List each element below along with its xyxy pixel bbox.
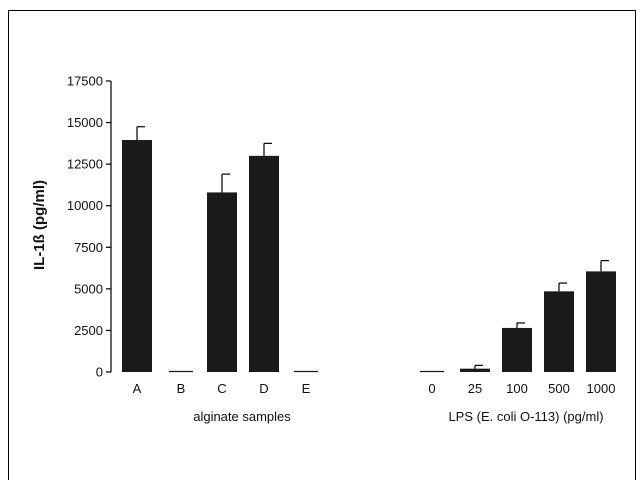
group-label: LPS (E. coli O-113) (pg/ml) bbox=[448, 409, 603, 424]
bar bbox=[122, 140, 152, 372]
y-axis: 0 2500 5000 7500 10000 12500 15000 17500 bbox=[67, 74, 112, 380]
x-tick-label: D bbox=[259, 381, 268, 396]
bar bbox=[207, 192, 237, 372]
x-tick-label: B bbox=[177, 381, 186, 396]
y-axis-label: IL-1ß (pg/ml) bbox=[31, 180, 48, 270]
group-labels: alginate samples LPS (E. coli O-113) (pg/… bbox=[193, 409, 603, 424]
y-tick-label: 17500 bbox=[67, 74, 103, 89]
error-bars bbox=[136, 126, 609, 369]
bar bbox=[586, 271, 616, 372]
x-tick-label: 0 bbox=[428, 381, 435, 396]
x-tick-label: 1000 bbox=[587, 381, 616, 396]
bar bbox=[249, 155, 279, 372]
bar bbox=[502, 327, 532, 372]
bar bbox=[460, 368, 490, 372]
bar bbox=[544, 291, 574, 372]
y-tick-label: 7500 bbox=[74, 240, 103, 255]
y-tick-label: 15000 bbox=[67, 115, 103, 130]
x-tick-labels: A B C D E 0 25 100 500 1000 bbox=[133, 381, 616, 396]
x-tick-label: E bbox=[302, 381, 311, 396]
bars bbox=[122, 140, 616, 373]
y-tick-label: 5000 bbox=[74, 281, 103, 296]
x-tick-label: C bbox=[217, 381, 226, 396]
group-label: alginate samples bbox=[193, 409, 291, 424]
y-tick-label: 10000 bbox=[67, 198, 103, 213]
x-tick-label: 100 bbox=[506, 381, 528, 396]
x-tick-label: 500 bbox=[548, 381, 570, 396]
x-tick-label: 25 bbox=[468, 381, 482, 396]
x-tick-label: A bbox=[133, 381, 142, 396]
y-tick-label: 2500 bbox=[74, 323, 103, 338]
figure-frame bbox=[8, 10, 636, 480]
y-tick-label: 12500 bbox=[67, 157, 103, 172]
y-tick-label: 0 bbox=[96, 365, 103, 380]
